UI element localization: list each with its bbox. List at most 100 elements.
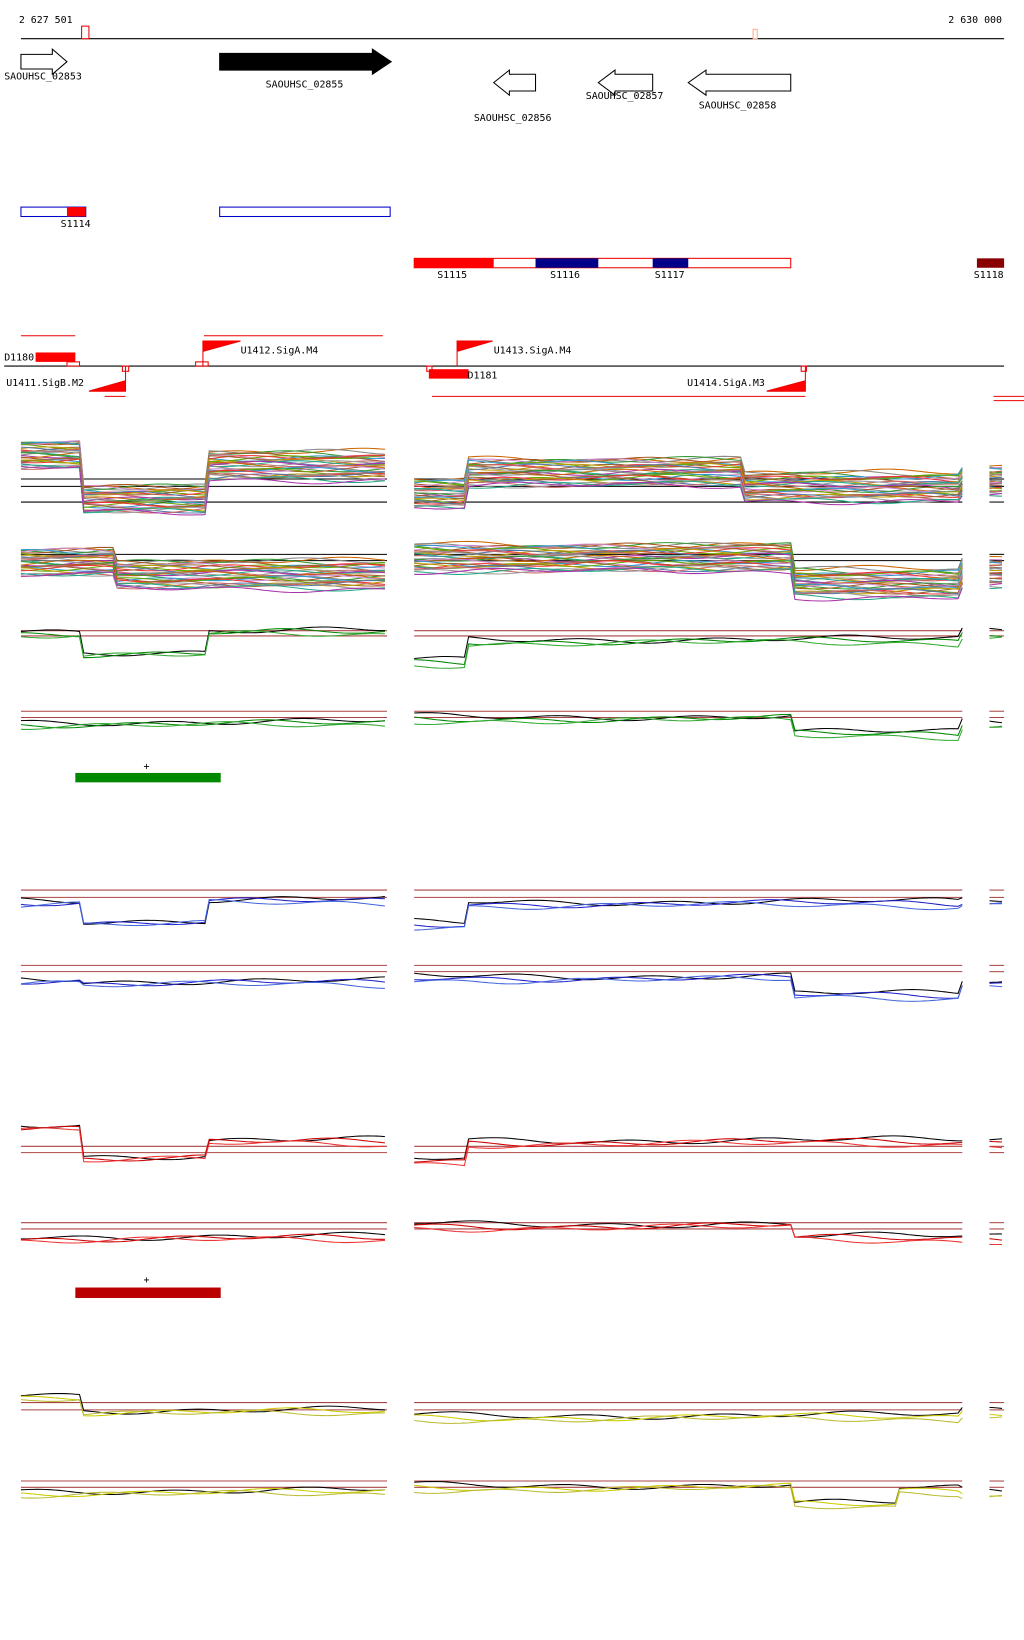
ruler-marker — [752, 28, 758, 40]
profile-line — [414, 1220, 963, 1238]
profile-line — [20, 721, 385, 730]
profile-line — [414, 638, 963, 669]
profile-line — [989, 636, 1003, 639]
profile-line — [414, 712, 963, 733]
promoter-label: U1411.SigB.M2 — [6, 378, 84, 389]
profile-line — [414, 627, 963, 660]
promoter-label: U1412.SigA.M4 — [241, 345, 319, 356]
profile-line — [989, 981, 1003, 983]
profile-line — [989, 479, 1003, 482]
profile-line — [20, 1399, 385, 1417]
profile-line — [20, 557, 385, 577]
profile-line — [989, 635, 1003, 637]
gene-arrow — [219, 48, 393, 76]
profile-line — [414, 901, 963, 931]
segment-label: S1116 — [550, 270, 580, 281]
promoters — [4, 335, 1024, 402]
profile-line — [989, 587, 1003, 590]
profile-line — [20, 1236, 385, 1244]
profile-line — [414, 1139, 963, 1167]
profile-line — [989, 1406, 1003, 1409]
profile-line — [20, 978, 385, 987]
profile-line — [414, 1222, 963, 1241]
profile-line — [989, 583, 1003, 586]
profile-line — [414, 973, 963, 999]
dip — [428, 369, 469, 379]
profile-line — [414, 455, 963, 481]
gene-arrow — [20, 48, 68, 76]
promoter-flag — [766, 366, 806, 392]
profile-line — [20, 1231, 385, 1241]
profile-line — [989, 725, 1003, 728]
promoter-flag — [202, 340, 241, 367]
profile-line — [414, 1484, 963, 1510]
profile-line — [989, 574, 1003, 577]
profile-line — [20, 976, 385, 986]
gene-label: SAOUHSC_02856 — [474, 113, 552, 124]
dip — [35, 352, 76, 362]
profile-line — [989, 1494, 1003, 1498]
profile-line — [989, 561, 1003, 564]
promoter-label: D1180 — [4, 353, 34, 364]
profile-line — [20, 565, 385, 584]
gene-arrow — [597, 69, 654, 97]
gene-label: SAOUHSC_02858 — [699, 101, 777, 112]
profile-line — [20, 719, 385, 729]
profile-line — [414, 479, 963, 505]
segment — [66, 207, 86, 217]
gene-arrow — [687, 69, 792, 97]
profile-line — [20, 898, 385, 927]
profile-line — [414, 565, 963, 597]
promoter-box — [800, 365, 807, 372]
ruler-start: 2 627 501 — [19, 15, 73, 26]
segment — [976, 258, 1005, 268]
profile-line — [20, 1127, 385, 1163]
profile-line — [414, 547, 963, 581]
ruler: 2 627 501 2 630 000 — [19, 15, 1005, 40]
segment — [414, 258, 494, 268]
profile-line — [989, 567, 1003, 570]
profile-line — [414, 479, 963, 508]
expression-tracks — [20, 440, 1005, 1510]
profile-line — [414, 1223, 963, 1244]
profile-line — [20, 1486, 385, 1496]
profile-line — [989, 900, 1003, 902]
profile-line — [989, 1238, 1003, 1241]
promoter-box — [66, 361, 81, 367]
promoter-label: U1414.SigA.M3 — [687, 378, 765, 389]
profile-line — [414, 632, 963, 666]
profile-line — [414, 565, 963, 599]
gene-label: SAOUHSC_02853 — [4, 71, 82, 82]
profile-line — [414, 567, 963, 602]
profile-line — [20, 571, 385, 594]
promoter-box — [426, 365, 433, 372]
promoter-label: U1413.SigA.M4 — [494, 345, 572, 356]
profile-line — [414, 479, 963, 507]
profile-line — [989, 470, 1003, 473]
profile-line — [989, 495, 1003, 497]
profile-line — [414, 1481, 963, 1504]
profile-line — [20, 626, 385, 657]
profile-line — [414, 1410, 963, 1422]
profile-line — [414, 566, 963, 601]
genes — [20, 48, 792, 97]
profile-line — [989, 1416, 1003, 1419]
promoter-label: D1181 — [468, 370, 498, 381]
profile-line — [989, 627, 1003, 631]
profile-line — [20, 1487, 385, 1498]
profile-line — [20, 564, 385, 586]
profile-line — [414, 480, 963, 510]
profile-line — [20, 630, 385, 657]
profile-line — [20, 572, 385, 590]
profile-line — [414, 1415, 963, 1424]
segment-label: S1115 — [437, 270, 467, 281]
profile-line — [20, 1393, 385, 1415]
profile-line — [989, 476, 1003, 479]
segment-label: S1114 — [61, 219, 91, 230]
profile-line — [414, 461, 963, 491]
profile-line — [989, 474, 1003, 476]
profile-line — [989, 487, 1003, 490]
segments — [20, 206, 1005, 269]
marker-label: + — [143, 762, 149, 773]
